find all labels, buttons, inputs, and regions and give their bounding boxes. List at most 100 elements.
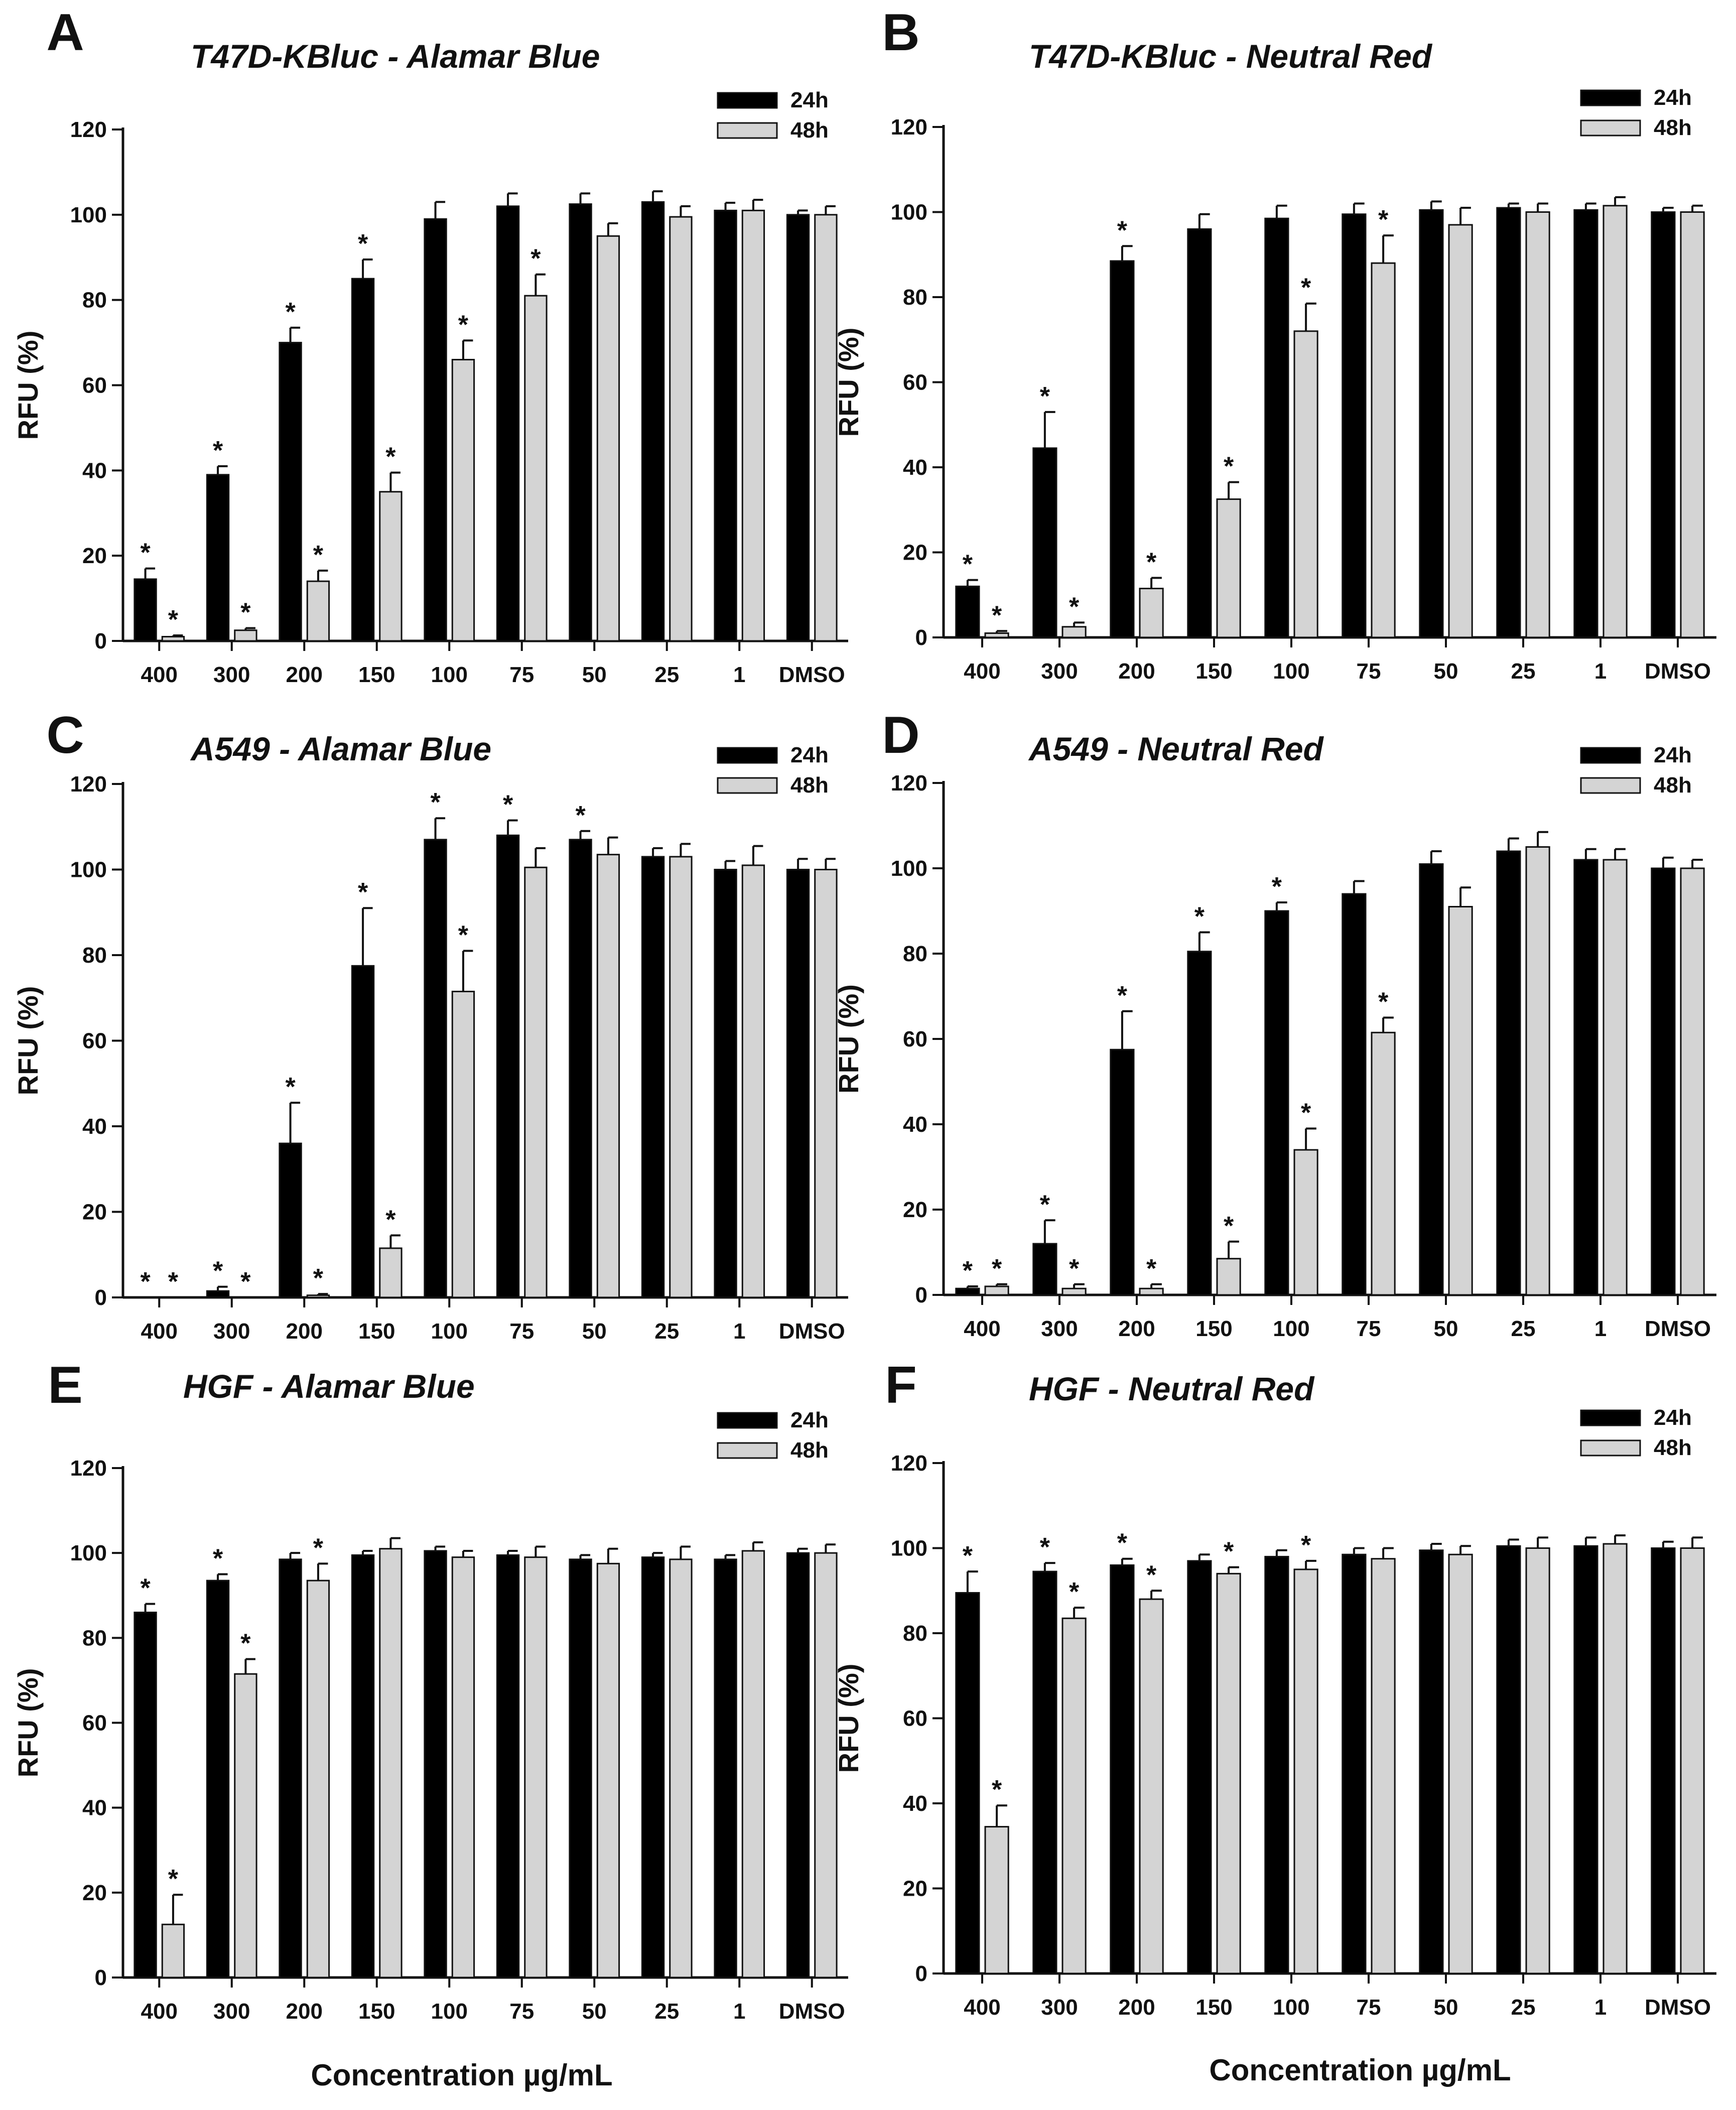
significance-star: *: [963, 1541, 973, 1570]
bar-48h: [379, 1247, 403, 1298]
y-tick-label: 20: [903, 541, 927, 565]
x-tick-label: 400: [141, 1319, 178, 1344]
significance-star: *: [1378, 205, 1389, 234]
y-tick-label: 120: [70, 772, 107, 797]
y-tick-label: 60: [82, 373, 107, 398]
y-axis-label: RFU (%): [833, 328, 864, 437]
bar-24h: [569, 1558, 592, 1979]
bar-24h: [1496, 1545, 1521, 1974]
y-tick-label: 120: [891, 771, 927, 796]
significance-star: *: [1301, 1099, 1311, 1128]
bar-48h: [596, 854, 620, 1298]
bar-48h: [1061, 1287, 1087, 1296]
significance-star: *: [1378, 988, 1389, 1017]
legend-label-48h: 48h: [1654, 1435, 1692, 1460]
x-tick-label: DMSO: [1645, 659, 1711, 684]
bar-24h: [424, 1550, 447, 1979]
significance-star: *: [213, 1544, 223, 1573]
bar-48h: [234, 1673, 257, 1979]
bar-48h: [1525, 211, 1550, 638]
significance-star: *: [1069, 592, 1080, 621]
bar-24h: [955, 1592, 980, 1974]
legend-swatch-24h: [1580, 1409, 1641, 1426]
bar-48h: [1061, 1617, 1087, 1974]
y-tick-label: 80: [903, 285, 927, 310]
bar-48h: [1139, 1598, 1164, 1974]
panel-letter: C: [46, 706, 84, 764]
x-tick-label: 200: [286, 1319, 323, 1344]
y-axis-label: RFU (%): [12, 331, 44, 440]
bar-48h: [524, 1556, 548, 1979]
y-tick-label: 60: [903, 1027, 927, 1051]
bar-48h: [984, 1826, 1009, 1974]
y-tick-label: 40: [82, 1796, 107, 1820]
x-tick-label: 400: [964, 659, 1000, 684]
bar-48h: [669, 216, 693, 642]
panel-letter: A: [46, 4, 84, 62]
x-tick-label: 100: [1273, 1316, 1309, 1341]
x-tick-label: 1: [733, 663, 745, 687]
y-tick-label: 0: [915, 1283, 927, 1307]
bar-48h: [741, 864, 765, 1298]
bar-24h: [1342, 1553, 1367, 1974]
y-axis-label: RFU (%): [833, 1664, 864, 1773]
y-tick-label: 100: [70, 858, 107, 882]
significance-star: *: [1224, 1212, 1234, 1241]
bar-24h: [641, 1556, 665, 1979]
legend-swatch-24h: [1580, 89, 1641, 106]
significance-star: *: [963, 550, 973, 579]
x-tick-label: 300: [1041, 1316, 1078, 1341]
bar-24h: [569, 203, 592, 642]
significance-star: *: [140, 1574, 151, 1603]
significance-star: *: [1301, 1531, 1311, 1560]
bar-24h: [569, 839, 592, 1298]
bar-24h: [496, 1554, 520, 1979]
bar-48h: [669, 1558, 693, 1979]
bar-48h: [524, 866, 548, 1298]
bar-24h: [955, 1287, 980, 1296]
significance-star: *: [358, 878, 368, 907]
x-tick-label: 25: [1511, 1995, 1536, 2020]
x-tick-label: DMSO: [779, 663, 845, 687]
x-tick-label: 75: [509, 1319, 534, 1344]
significance-star: *: [168, 1267, 179, 1296]
y-tick-label: 80: [903, 942, 927, 966]
legend-label-48h: 48h: [1654, 773, 1692, 798]
bar-48h: [741, 209, 765, 642]
significance-star: *: [1301, 274, 1311, 303]
bar-24h: [714, 209, 737, 642]
x-tick-label: 400: [141, 1999, 178, 2024]
bar-24h: [424, 218, 447, 642]
panel-letter: E: [48, 1356, 82, 1414]
bar-24h: [1573, 209, 1598, 638]
bar-24h: [206, 1290, 230, 1298]
bar-48h: [1603, 205, 1628, 638]
legend-swatch-48h: [717, 777, 778, 794]
y-tick-label: 60: [903, 1706, 927, 1731]
y-tick-label: 20: [903, 1198, 927, 1222]
significance-star: *: [140, 539, 151, 568]
x-tick-label: 1: [733, 1319, 745, 1344]
x-tick-label: 200: [286, 663, 323, 687]
bar-24h: [1264, 910, 1289, 1296]
x-tick-label: 100: [431, 663, 468, 687]
significance-star: *: [530, 244, 541, 274]
bar-24h: [1110, 1048, 1135, 1296]
legend-label-48h: 48h: [790, 118, 829, 143]
y-tick-label: 120: [891, 1451, 927, 1476]
bar-24h: [1573, 1545, 1598, 1974]
bar-48h: [1448, 224, 1473, 638]
x-axis-title-left: Concentration µg/mL: [311, 2058, 612, 2092]
x-tick-label: DMSO: [779, 1319, 845, 1344]
significance-star: *: [458, 310, 469, 339]
panel-letter: B: [882, 4, 919, 62]
x-tick-label: 75: [509, 1999, 534, 2024]
x-tick-label: 1: [1594, 659, 1607, 684]
legend-swatch-48h: [717, 1442, 778, 1459]
y-axis-label: RFU (%): [12, 986, 44, 1096]
bar-48h: [451, 990, 475, 1298]
bar-24h: [133, 1612, 157, 1979]
bar-48h: [161, 636, 185, 642]
